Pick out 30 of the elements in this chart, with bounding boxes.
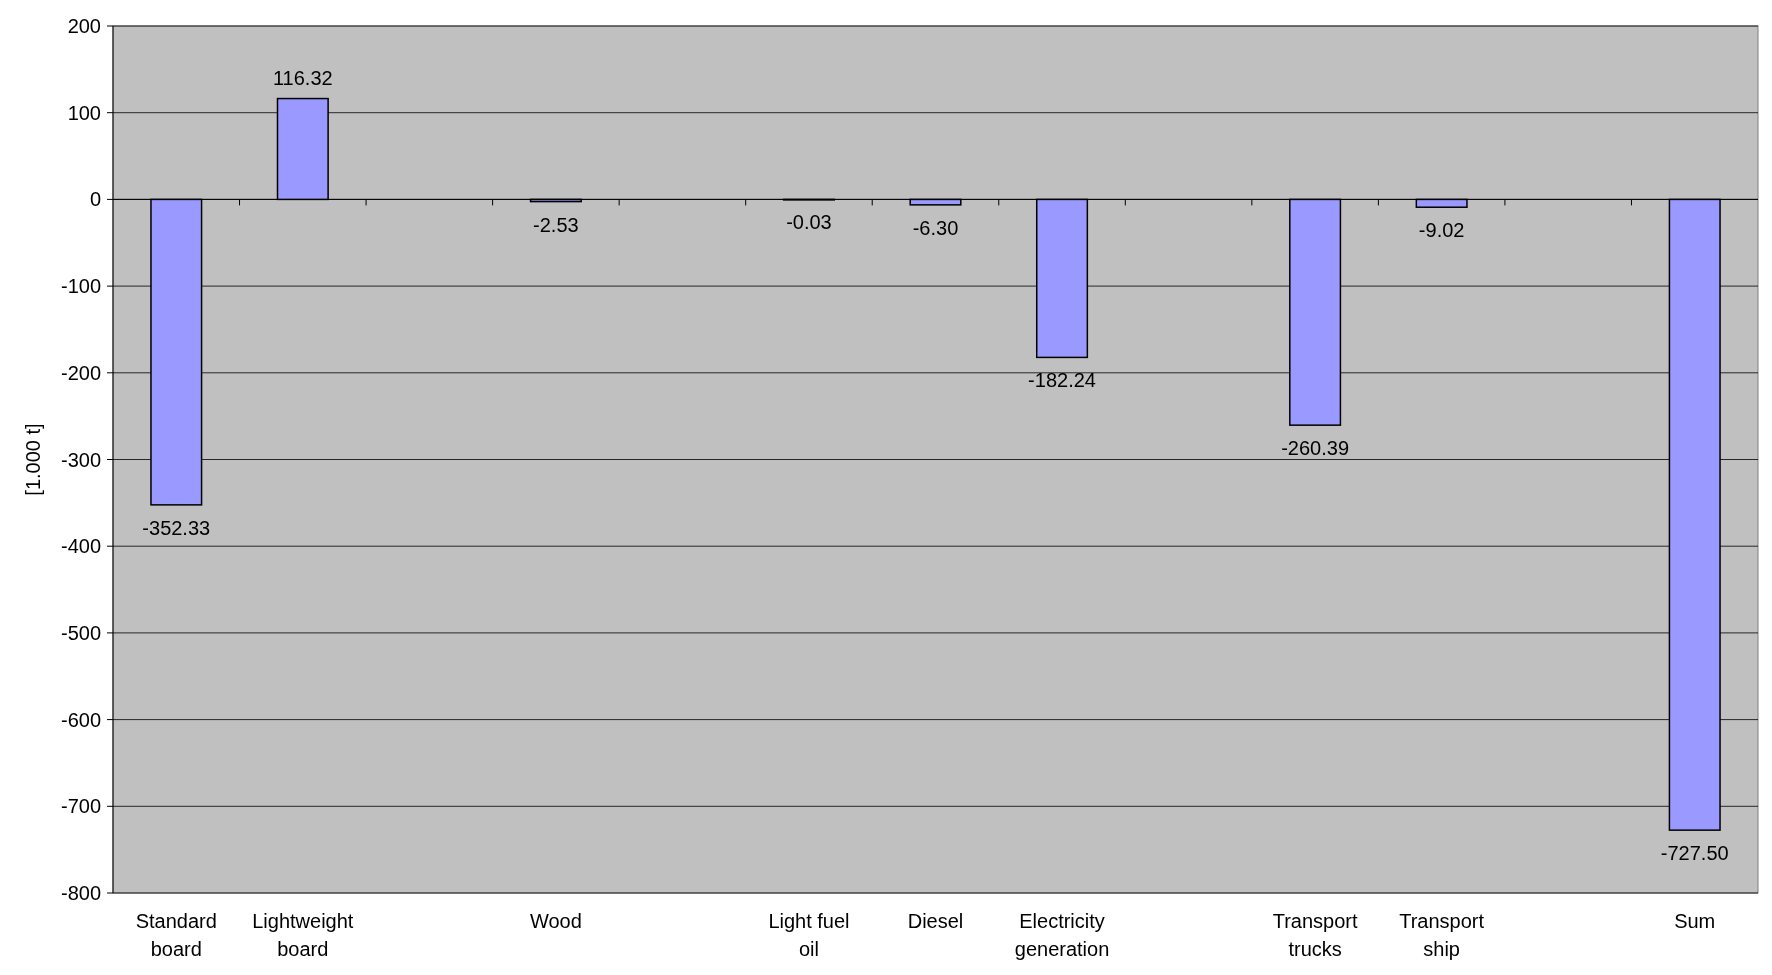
y-tick-label: -500 xyxy=(60,621,101,644)
y-tick-label: -200 xyxy=(60,361,101,384)
x-tick-label: Light fuel oil xyxy=(768,910,850,960)
y-tick-label: 200 xyxy=(67,15,101,37)
x-tick-label: Wood xyxy=(529,910,582,932)
data-label: -182.24 xyxy=(1028,369,1096,392)
data-label: -260.39 xyxy=(1281,437,1350,460)
data-label: -9.02 xyxy=(1418,219,1465,242)
y-tick-label: -800 xyxy=(60,882,101,904)
data-label: -2.53 xyxy=(533,213,579,236)
data-label: -352.33 xyxy=(142,516,211,539)
y-tick-label: 100 xyxy=(67,101,101,124)
y-tick-label: -700 xyxy=(60,795,101,818)
y-tick-label: -400 xyxy=(60,535,101,558)
x-tick-label: Electricity generation xyxy=(1014,910,1110,960)
y-tick-label: -600 xyxy=(60,708,101,731)
x-tick-label: Sum xyxy=(1674,910,1716,932)
data-label: -0.03 xyxy=(786,211,832,234)
data-label: -727.50 xyxy=(1660,842,1729,865)
y-axis-title: [1.000 t] xyxy=(22,423,44,496)
data-label: 116.32 xyxy=(272,66,333,89)
x-tick-label: Transport ship xyxy=(1399,910,1485,960)
x-tick-label: Transport trucks xyxy=(1272,910,1358,960)
x-tick-label: Lightweight board xyxy=(252,910,354,960)
x-tick-label: Standard board xyxy=(135,910,217,960)
y-tick-label: -100 xyxy=(60,275,101,298)
x-tick-label: Diesel xyxy=(907,910,964,932)
y-tick-label: -300 xyxy=(60,448,101,471)
data-label: -6.30 xyxy=(912,216,959,239)
y-tick-label: 0 xyxy=(89,188,101,211)
